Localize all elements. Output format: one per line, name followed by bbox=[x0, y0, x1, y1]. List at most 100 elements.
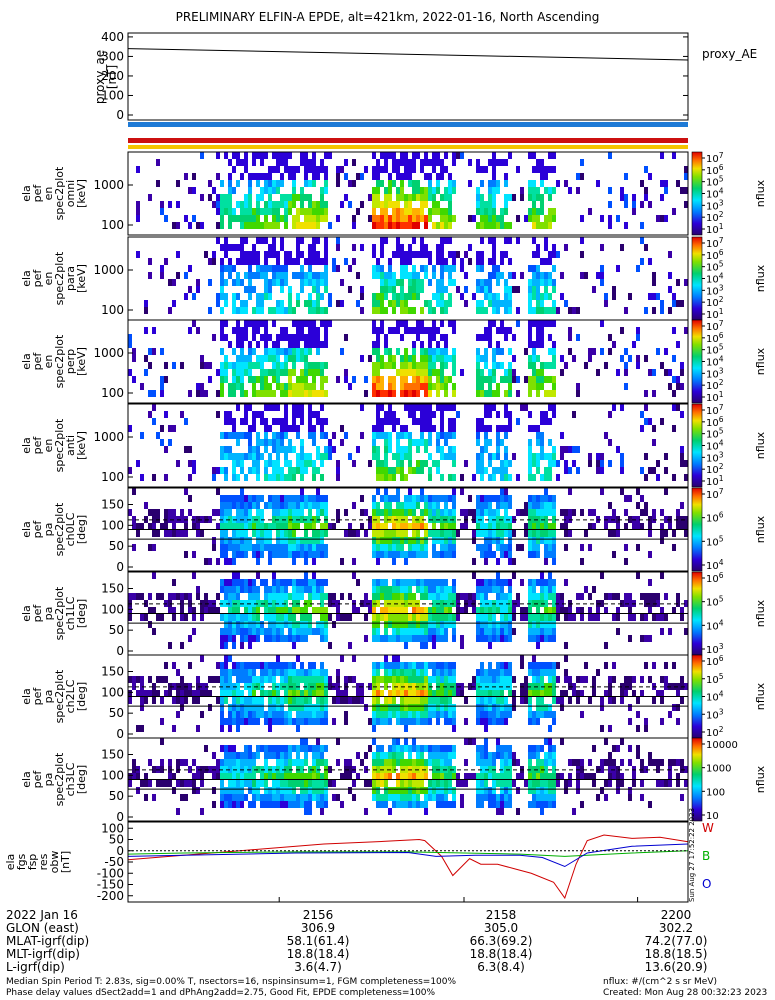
spec-cell bbox=[384, 411, 388, 418]
spec-cell bbox=[236, 697, 240, 704]
spec-cell bbox=[440, 355, 444, 362]
spec-cell bbox=[528, 355, 532, 362]
spec-cell bbox=[476, 187, 480, 194]
spec-cell bbox=[228, 704, 232, 711]
spec-cell bbox=[220, 334, 224, 341]
spec-cell bbox=[620, 453, 624, 460]
spec-cell bbox=[628, 614, 632, 621]
spec-cell bbox=[236, 711, 240, 718]
spec-cell bbox=[496, 502, 500, 509]
spec-cell bbox=[436, 593, 440, 600]
spec-cell bbox=[296, 258, 300, 265]
spec-cell bbox=[276, 159, 280, 166]
spec-cell bbox=[568, 307, 572, 314]
spec-cell bbox=[564, 655, 568, 662]
spec-cell bbox=[192, 759, 196, 766]
spec-cell bbox=[292, 635, 296, 642]
spec-cell bbox=[652, 369, 656, 376]
spec-cell bbox=[292, 593, 296, 600]
spec-cell bbox=[292, 690, 296, 697]
spec-cell bbox=[276, 404, 280, 411]
spec-cell bbox=[536, 697, 540, 704]
spec-cell bbox=[428, 718, 432, 725]
spec-cell bbox=[164, 215, 168, 222]
spec-cell bbox=[332, 780, 336, 787]
spec-cell bbox=[616, 628, 620, 635]
spec-cell bbox=[644, 244, 648, 251]
spec-cell bbox=[244, 166, 248, 173]
spec-cell bbox=[300, 418, 304, 425]
spec-cell bbox=[404, 474, 408, 481]
spec-cell bbox=[412, 341, 416, 348]
spec-cell bbox=[292, 530, 296, 537]
spec-cell bbox=[408, 208, 412, 215]
spec-cell bbox=[220, 669, 224, 676]
spec-cell bbox=[292, 773, 296, 780]
spec-cell bbox=[540, 258, 544, 265]
spec-cell bbox=[232, 425, 236, 432]
spec-cell bbox=[284, 621, 288, 628]
spec-cell bbox=[636, 572, 640, 579]
spec-cell bbox=[252, 586, 256, 593]
spec-cell bbox=[220, 635, 224, 642]
spec-cell bbox=[408, 404, 412, 411]
spec-cell bbox=[216, 766, 220, 773]
spec-cell bbox=[424, 530, 428, 537]
spec-cell bbox=[276, 341, 280, 348]
spec-cell bbox=[536, 439, 540, 446]
spec-cell bbox=[532, 201, 536, 208]
spec-cell bbox=[312, 794, 316, 801]
spec-cell bbox=[412, 551, 416, 558]
spec-cell bbox=[488, 460, 492, 467]
spec-cell bbox=[492, 251, 496, 258]
spec-cell bbox=[380, 537, 384, 544]
spec-cell bbox=[544, 376, 548, 383]
spec-cell bbox=[264, 537, 268, 544]
spec-cell bbox=[408, 509, 412, 516]
spec-cell bbox=[300, 502, 304, 509]
spec-cell bbox=[244, 530, 248, 537]
spec-cell bbox=[400, 537, 404, 544]
spec-cell bbox=[356, 272, 360, 279]
spec-cell bbox=[476, 530, 480, 537]
spec-cell bbox=[548, 725, 552, 732]
spec-cell bbox=[432, 509, 436, 516]
spec-cell bbox=[408, 446, 412, 453]
spec-cell bbox=[376, 390, 380, 397]
spec-cell bbox=[496, 215, 500, 222]
spec-cell bbox=[372, 348, 376, 355]
spec-cell bbox=[380, 404, 384, 411]
spec-cell bbox=[520, 697, 524, 704]
spec-cell bbox=[304, 341, 308, 348]
spec-cell bbox=[504, 718, 508, 725]
spec-cell bbox=[408, 628, 412, 635]
spec-cell bbox=[224, 474, 228, 481]
spec-cell bbox=[376, 187, 380, 194]
spec-cell bbox=[616, 265, 620, 272]
spec-cell bbox=[152, 530, 156, 537]
spec-cell bbox=[336, 460, 340, 467]
spec-cell bbox=[528, 187, 532, 194]
spec-cell bbox=[408, 279, 412, 286]
proxy-ae-line bbox=[127, 48, 689, 61]
spec-cell bbox=[492, 690, 496, 697]
spec-cell bbox=[152, 697, 156, 704]
spec-cell bbox=[248, 642, 252, 649]
spec-cell bbox=[156, 690, 160, 697]
spec-cell bbox=[452, 669, 456, 676]
spec-cell bbox=[396, 159, 400, 166]
spec-cell bbox=[136, 530, 140, 537]
spec-cell bbox=[504, 614, 508, 621]
spec-cell bbox=[284, 432, 288, 439]
spec-cell bbox=[376, 523, 380, 530]
spec-cell bbox=[492, 152, 496, 159]
spec-cell bbox=[276, 208, 280, 215]
spec-cell bbox=[588, 355, 592, 362]
spec-cell bbox=[300, 279, 304, 286]
spec-cell bbox=[420, 642, 424, 649]
spec-cell bbox=[236, 432, 240, 439]
spec-cell bbox=[344, 369, 348, 376]
spec-cell bbox=[504, 453, 508, 460]
spec-cell bbox=[276, 258, 280, 265]
spec-cell bbox=[328, 766, 332, 773]
